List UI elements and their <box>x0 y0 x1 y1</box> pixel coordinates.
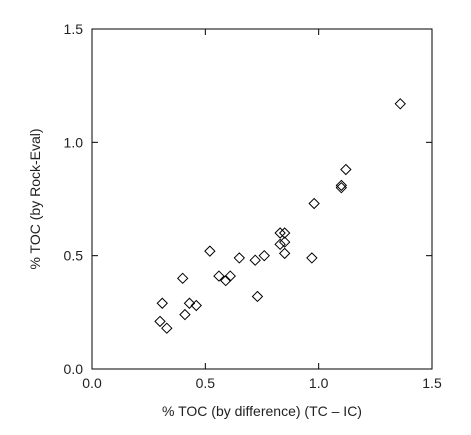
data-point-diamond <box>224 270 236 282</box>
data-point-diamond <box>251 290 264 303</box>
data-point-diamond <box>156 297 168 309</box>
data-point-diamond <box>278 227 291 239</box>
data-point-diamond <box>183 297 196 309</box>
y-axis-title: % TOC (by Rock-Eval) <box>27 128 43 269</box>
x-axis-title: % TOC (by difference) (TC – IC) <box>162 403 362 419</box>
data-point-diamond <box>394 98 406 110</box>
data-point-diamond <box>274 227 286 239</box>
data-points <box>154 98 406 334</box>
data-point-diamond <box>233 252 246 264</box>
y-axis: 0.0 0.5 1.0 1.5 <box>64 21 432 377</box>
data-point-diamond <box>213 270 225 282</box>
data-point-diamond <box>335 179 348 192</box>
data-point-diamond <box>340 163 352 176</box>
plot-frame <box>91 28 433 370</box>
data-point-diamond <box>306 252 318 264</box>
data-point-diamond <box>220 274 232 287</box>
data-point-diamond <box>161 322 173 334</box>
data-point-diamond <box>335 181 348 194</box>
data-point-diamond <box>274 238 286 251</box>
data-point-diamond <box>176 272 189 285</box>
x-axis: 0.0 0.5 1.0 1.5 <box>82 29 442 391</box>
data-point-diamond <box>204 245 216 257</box>
y-tick-label: 0.0 <box>64 361 84 377</box>
x-tick-label: 1.0 <box>309 375 329 391</box>
y-tick-label: 0.5 <box>64 248 84 264</box>
data-point-diamond <box>154 315 166 328</box>
x-tick-label: 0.5 <box>196 375 216 391</box>
data-point-diamond <box>190 299 202 312</box>
data-point-diamond <box>308 197 320 210</box>
data-point-diamond <box>249 254 261 266</box>
y-tick-label: 1.0 <box>64 134 84 150</box>
data-point-diamond <box>278 247 291 260</box>
y-tick-label: 1.5 <box>64 21 84 37</box>
data-point-diamond <box>278 236 291 248</box>
x-tick-label: 0.0 <box>82 375 102 391</box>
data-point-diamond <box>179 308 191 321</box>
x-tick-label: 1.5 <box>422 375 442 391</box>
data-point-diamond <box>258 249 270 262</box>
